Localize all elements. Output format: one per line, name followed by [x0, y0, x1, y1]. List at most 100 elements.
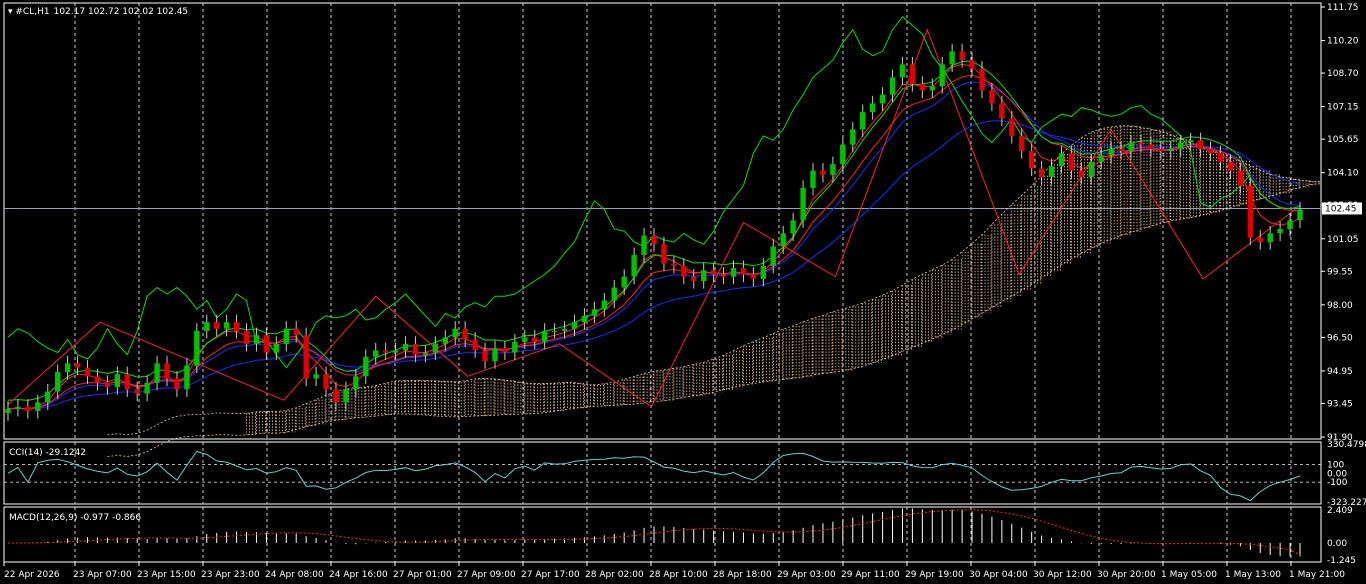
ma-blue-fast — [7, 81, 1301, 410]
time-label: 23 Apr 23:00 — [201, 570, 260, 580]
indicator-lines — [7, 15, 1301, 410]
candle-body — [154, 363, 160, 383]
candle-body — [343, 389, 349, 403]
candle-body — [869, 103, 876, 113]
candle-body — [1019, 135, 1025, 152]
candle-body — [740, 268, 747, 275]
candle-body — [1138, 142, 1144, 145]
candle-body — [1058, 153, 1065, 167]
candle-body — [701, 270, 707, 281]
candle-body — [313, 374, 319, 379]
candle-body — [800, 187, 806, 221]
cci-pane[interactable]: CCI(14) -29.1242 — [3, 441, 1322, 505]
price-label: 98.00 — [1327, 301, 1353, 311]
time-label: 29 Apr 03:00 — [777, 570, 836, 580]
price-axis: 111.75 110.20 108.70 107.15 105.65 104.10 102.… — [1321, 3, 1362, 443]
price-pane-frame — [3, 2, 1322, 440]
candle-body — [184, 365, 190, 390]
candle-body — [621, 276, 627, 288]
candle-body — [263, 335, 270, 353]
candle-body — [273, 343, 279, 353]
price-label: 111.75 — [1327, 3, 1359, 13]
candle-body — [1098, 155, 1104, 162]
time-label: 23 Apr 15:00 — [137, 570, 196, 580]
candle-body — [959, 51, 965, 61]
candle-body — [303, 335, 309, 379]
candle-body — [879, 94, 886, 104]
senkou-b-line — [107, 182, 1320, 457]
time-label: 27 Apr 09:00 — [457, 570, 516, 580]
candle-body — [1118, 148, 1124, 152]
candle-body — [94, 376, 101, 383]
candle-body — [830, 164, 836, 175]
candle-body — [1148, 144, 1154, 149]
time-label: 24 Apr 08:00 — [265, 570, 324, 580]
candle-body — [5, 408, 11, 414]
candle-body — [55, 372, 61, 392]
candle-body — [1287, 220, 1293, 230]
candle-body — [850, 129, 856, 145]
candle-body — [840, 144, 846, 165]
candle-body — [949, 51, 955, 65]
candle-body — [392, 350, 399, 353]
candle-body — [979, 68, 985, 91]
candle-body — [860, 112, 866, 130]
candle-body — [1038, 168, 1045, 178]
candles — [5, 43, 1303, 421]
candle-body — [214, 322, 220, 329]
price-marker — [1322, 202, 1362, 215]
chikou-span — [7, 15, 1251, 369]
candle-body — [204, 322, 210, 331]
macd-axis: 2.409 0.00 -1.245 — [1327, 506, 1356, 566]
candle-body — [1048, 166, 1055, 177]
price-label: 93.45 — [1327, 399, 1353, 409]
candle-body — [502, 348, 508, 353]
price-label: 104.10 — [1327, 169, 1359, 179]
candle-body — [452, 328, 458, 338]
candle-body — [432, 343, 438, 353]
price-label: 91.90 — [1327, 433, 1353, 443]
candle-body — [661, 244, 667, 264]
candle-body — [641, 235, 647, 255]
candle-body — [899, 64, 906, 78]
candle-body — [442, 337, 448, 344]
symbol-name: #CL,H1 — [15, 7, 49, 17]
time-label: 1 May 13:00 — [1225, 570, 1281, 580]
zigzag-line — [7, 28, 1296, 408]
candle-body — [710, 270, 717, 275]
time-label: 1 May 21:00 — [1289, 570, 1345, 580]
macd-pane[interactable]: MACD(12,26,9) -0.977 -0.866 — [3, 506, 1322, 563]
macd-axis-label: 2.409 — [1327, 506, 1353, 516]
price-label: 107.15 — [1327, 103, 1359, 113]
candle-body — [144, 382, 150, 394]
cci-label: CCI(14) -29.1242 — [9, 448, 86, 458]
candle-body — [74, 363, 81, 368]
price-label: 108.70 — [1327, 69, 1359, 79]
candle-body — [333, 389, 339, 403]
candle-body — [293, 328, 299, 336]
candle-body — [1088, 161, 1094, 178]
ma-green — [7, 60, 1301, 401]
candle-body — [25, 406, 31, 411]
candle-body — [1207, 148, 1214, 154]
candle-body — [1197, 140, 1204, 149]
candle-body — [522, 337, 528, 342]
candle-body — [482, 350, 488, 362]
candle-body — [999, 103, 1005, 119]
ohlc-values: 102.17 102.72 102.02 102.45 — [54, 7, 189, 17]
cci-grid — [4, 442, 1321, 504]
candle-body — [730, 268, 737, 277]
symbol-dropdown-icon[interactable]: ▾ — [8, 7, 15, 17]
candle-body — [601, 300, 607, 310]
candle-body — [681, 265, 687, 277]
cci-axis-label: 100 — [1327, 460, 1344, 470]
ichimoku-cloud — [107, 125, 1320, 457]
candle-body — [651, 235, 657, 245]
candle-body — [760, 265, 766, 279]
cci-axis-label: -323.227 — [1327, 498, 1366, 508]
candle-body — [929, 86, 935, 91]
candle-body — [939, 64, 945, 87]
candle-body — [770, 246, 776, 266]
price-pane[interactable]: ▾ #CL,H1 102.17 102.72 102.02 102.45 — [3, 2, 1322, 457]
